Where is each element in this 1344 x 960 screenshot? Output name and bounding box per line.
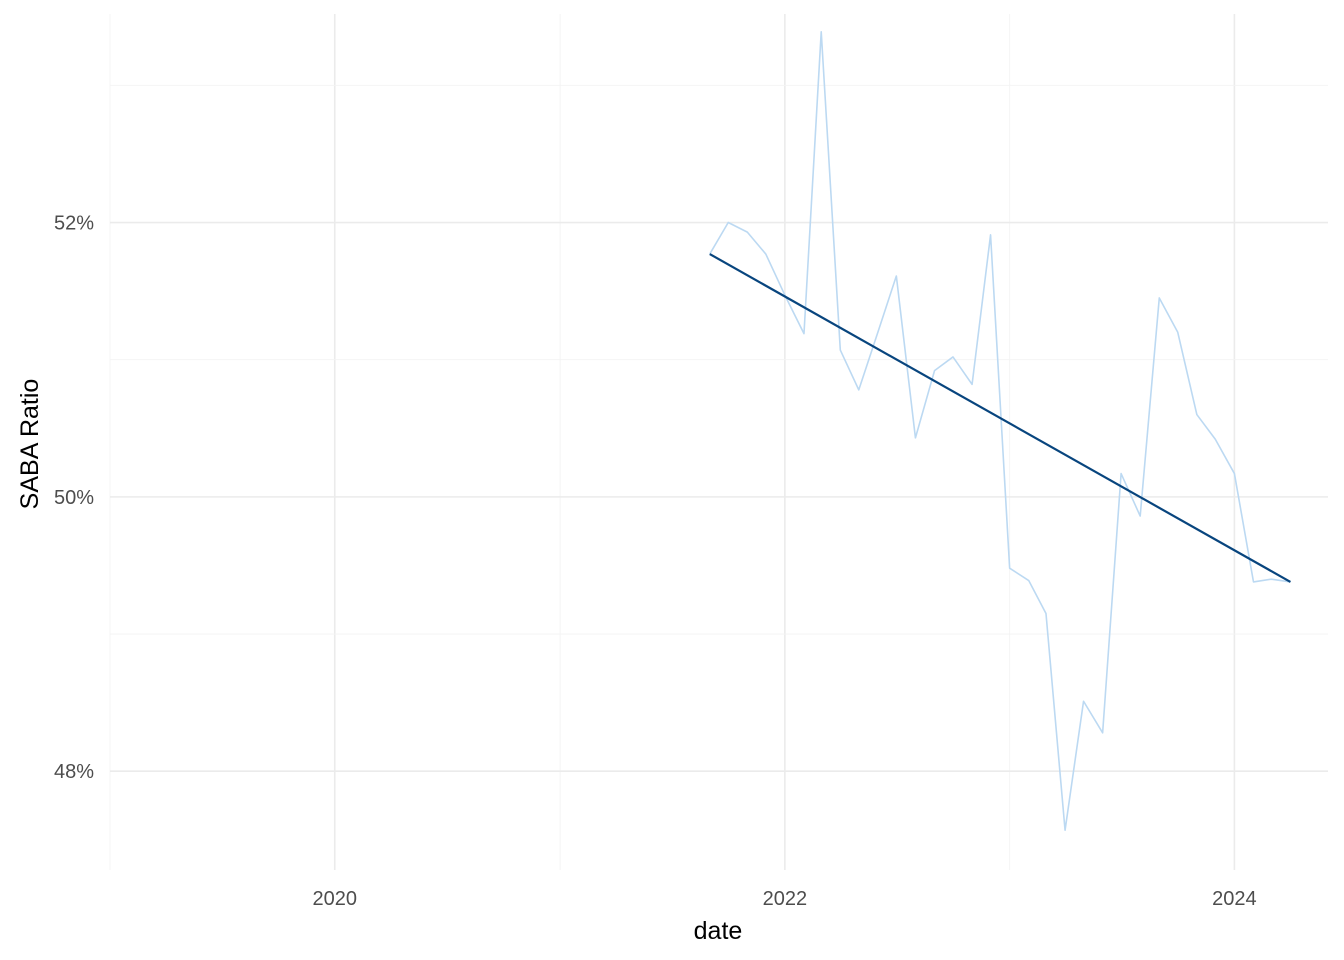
- grid-lines: [109, 14, 1328, 870]
- y-axis-ticks: 48% 50% 52%: [54, 213, 94, 784]
- series-lines: [709, 31, 1291, 832]
- x-tick-label: 2024: [1212, 888, 1257, 910]
- y-tick-label: 50%: [54, 487, 94, 509]
- x-tick-label: 2022: [763, 888, 808, 910]
- y-tick-label: 48%: [54, 761, 94, 783]
- x-axis-ticks: 2020 2022 2024: [313, 888, 1257, 910]
- x-tick-label: 2020: [313, 888, 358, 910]
- x-axis-title: date: [694, 917, 743, 945]
- y-axis-title: SABA Ratio: [16, 379, 44, 510]
- saba-ratio-line: [709, 31, 1291, 832]
- y-tick-label: 52%: [54, 213, 94, 235]
- trend-line: [709, 253, 1291, 583]
